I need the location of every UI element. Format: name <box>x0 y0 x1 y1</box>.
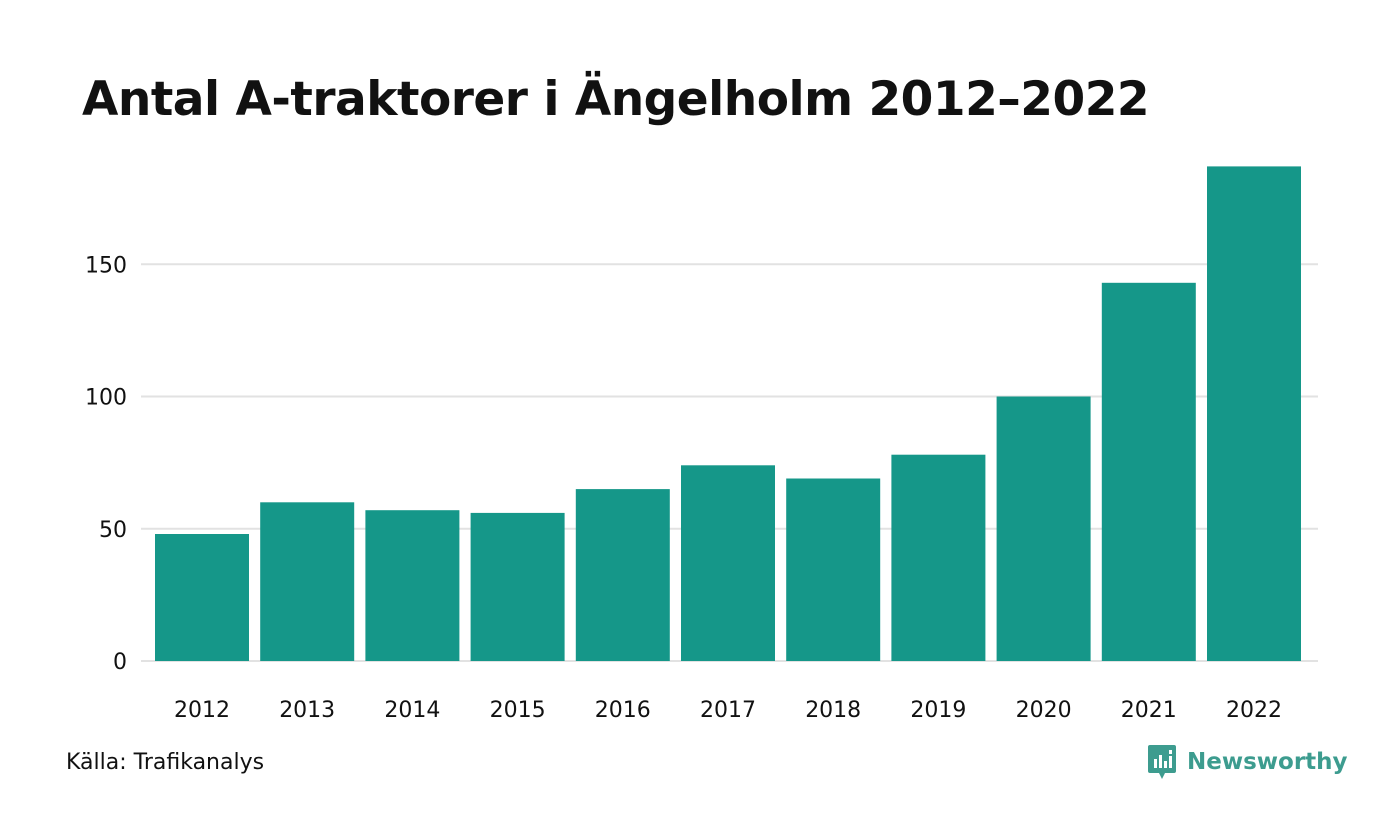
bar-2012 <box>155 534 249 661</box>
x-tick-label: 2021 <box>1121 698 1177 723</box>
chart-title: Antal A-traktorer i Ängelholm 2012–2022 <box>82 72 1150 127</box>
y-tick-label: 50 <box>99 518 127 543</box>
source-note: Källa: Trafikanalys <box>66 750 265 775</box>
bar-2015 <box>470 512 565 661</box>
x-tick-label: 2015 <box>490 698 546 723</box>
bar-2018 <box>786 478 881 661</box>
x-tick-labels: 2012 2013 2014 2015 2016 2017 2018 2019 2020 2021… <box>174 698 1282 723</box>
x-tick-label: 2017 <box>700 698 756 723</box>
bar-2014 <box>365 510 460 661</box>
x-tick-label: 2016 <box>595 698 651 723</box>
bar-2021 <box>1101 282 1196 661</box>
brand-name: Newsworthy <box>1187 749 1348 775</box>
y-tick-label: 150 <box>85 253 127 278</box>
newsworthy-logo-icon <box>1148 745 1176 779</box>
bar-2022 <box>1207 166 1301 661</box>
x-tick-label: 2019 <box>910 698 966 723</box>
bar-2013 <box>260 502 355 661</box>
y-tick-labels: 0 50 100 150 <box>85 253 127 675</box>
x-tick-label: 2012 <box>174 698 230 723</box>
y-tick-label: 100 <box>85 386 127 411</box>
x-tick-label: 2013 <box>279 698 335 723</box>
y-tick-label: 0 <box>113 650 127 675</box>
bar-2019 <box>891 454 986 661</box>
bar-2020 <box>996 396 1091 661</box>
x-tick-label: 2018 <box>805 698 861 723</box>
bars <box>155 166 1301 661</box>
x-tick-label: 2014 <box>384 698 440 723</box>
brand-logo: Newsworthy <box>1147 744 1348 780</box>
x-tick-label: 2020 <box>1016 698 1072 723</box>
x-tick-label: 2022 <box>1226 698 1282 723</box>
bar-2016 <box>575 489 670 661</box>
bar-2017 <box>681 465 775 661</box>
